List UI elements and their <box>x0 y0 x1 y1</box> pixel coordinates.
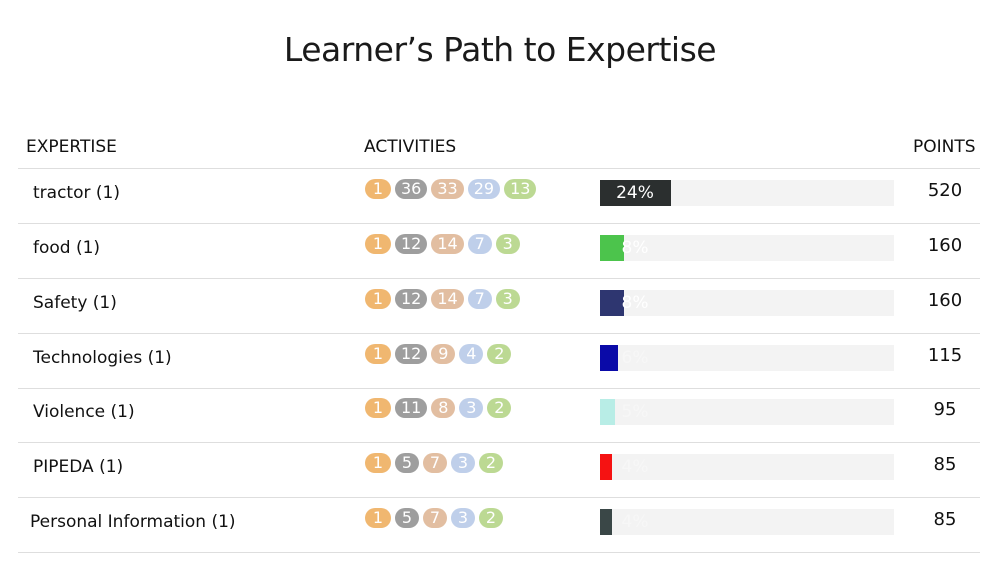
progress-percent: 5% <box>621 402 649 422</box>
activity-count-badge: 33 <box>431 179 464 199</box>
header-expertise: EXPERTISE <box>26 137 117 157</box>
activity-count-badge: 8 <box>431 398 456 418</box>
activity-count-badge: 3 <box>495 289 520 309</box>
points-value: 95 <box>933 399 957 420</box>
activity-count-badge: 7 <box>423 508 447 528</box>
progress-bar-fill <box>600 180 671 206</box>
table-row[interactable]: PIPEDA (1) 1 5 7 3 2 4% 85 <box>0 442 1000 497</box>
points-value: 115 <box>927 345 963 366</box>
activity-count-badge: 7 <box>423 453 447 473</box>
activity-count-badge: 14 <box>431 234 464 254</box>
progress-bar: 24% <box>600 180 894 206</box>
table-row[interactable]: Technologies (1) 1 12 9 4 2 6% 115 <box>0 333 1000 388</box>
row-divider <box>18 168 980 169</box>
header-activities: ACTIVITIES <box>364 137 457 157</box>
table-row[interactable]: Safety (1) 1 12 14 7 3 8% 160 <box>0 278 1000 333</box>
activity-count-badge: 1 <box>365 234 391 254</box>
activity-count-badge: 7 <box>467 234 492 254</box>
progress-percent: 4% <box>621 512 649 532</box>
row-divider <box>18 333 980 334</box>
progress-bar: 6% <box>600 345 894 371</box>
expertise-name: Violence (1) <box>33 402 135 422</box>
progress-bar-fill <box>600 509 612 535</box>
row-divider <box>18 552 980 553</box>
table-row[interactable]: Violence (1) 1 11 8 3 2 5% 95 <box>0 387 1000 442</box>
progress-bar-fill <box>600 399 615 425</box>
table-row[interactable]: tractor (1) 1 36 33 29 13 24% 520 <box>0 168 1000 223</box>
page-title: Learner’s Path to Expertise <box>283 30 717 69</box>
activity-badges: 1 12 14 7 3 <box>365 234 520 256</box>
activity-count-badge: 36 <box>395 179 428 199</box>
progress-bar-fill <box>600 454 612 480</box>
activity-count-badge: 3 <box>495 234 520 254</box>
activity-count-badge: 13 <box>504 179 537 199</box>
progress-percent: 8% <box>621 238 649 258</box>
progress-percent: 6% <box>621 348 649 368</box>
table-row[interactable]: Personal Information (1) 1 5 7 3 2 4% 85 <box>0 497 1000 552</box>
activity-count-badge: 2 <box>487 398 512 418</box>
activity-count-badge: 1 <box>365 453 391 473</box>
row-divider <box>18 278 980 279</box>
activity-badges: 1 11 8 3 2 <box>365 398 512 420</box>
activity-count-badge: 5 <box>395 508 419 528</box>
activity-badges: 1 36 33 29 13 <box>365 179 537 201</box>
progress-percent: 24% <box>616 183 654 203</box>
expertise-name: PIPEDA (1) <box>33 457 124 477</box>
activity-count-badge: 7 <box>467 289 492 309</box>
activity-count-badge: 11 <box>395 398 428 418</box>
activity-count-badge: 12 <box>395 344 428 364</box>
progress-bar-fill <box>600 235 624 261</box>
table-row[interactable]: food (1) 1 12 14 7 3 8% 160 <box>0 223 1000 278</box>
expertise-name: Personal Information (1) <box>30 512 236 532</box>
activity-count-badge: 12 <box>395 234 428 254</box>
activity-count-badge: 1 <box>365 508 391 528</box>
activity-count-badge: 1 <box>365 398 391 418</box>
expertise-name: Technologies (1) <box>33 348 172 368</box>
progress-percent: 8% <box>621 293 649 313</box>
activity-count-badge: 29 <box>467 179 501 199</box>
row-divider <box>18 388 980 389</box>
activity-count-badge: 12 <box>395 289 428 309</box>
progress-bar: 4% <box>600 509 894 535</box>
progress-bar: 5% <box>600 399 894 425</box>
header-points: POINTS <box>913 137 976 157</box>
activity-count-badge: 4 <box>459 344 484 364</box>
activity-count-badge: 3 <box>451 508 475 528</box>
progress-bar-fill <box>600 345 618 371</box>
activity-count-badge: 1 <box>365 289 391 309</box>
points-value: 85 <box>933 509 957 530</box>
activity-badges: 1 12 14 7 3 <box>365 289 520 311</box>
activity-count-badge: 1 <box>365 179 391 199</box>
activity-badges: 1 12 9 4 2 <box>365 344 512 366</box>
progress-bar: 8% <box>600 235 894 261</box>
activity-count-badge: 9 <box>431 344 456 364</box>
expertise-name: food (1) <box>33 238 101 258</box>
row-divider <box>18 442 980 443</box>
row-divider <box>18 497 980 498</box>
expertise-name: tractor (1) <box>33 183 120 203</box>
row-divider <box>18 223 980 224</box>
activity-count-badge: 1 <box>365 344 391 364</box>
activity-count-badge: 3 <box>451 453 475 473</box>
points-value: 160 <box>927 235 963 256</box>
progress-percent: 4% <box>621 457 649 477</box>
activity-count-badge: 14 <box>431 289 464 309</box>
progress-bar: 8% <box>600 290 894 316</box>
activity-count-badge: 2 <box>479 453 503 473</box>
points-value: 520 <box>927 180 963 201</box>
points-value: 85 <box>933 454 957 475</box>
activity-count-badge: 3 <box>459 398 484 418</box>
progress-bar: 4% <box>600 454 894 480</box>
progress-bar-fill <box>600 290 624 316</box>
activity-count-badge: 2 <box>479 508 503 528</box>
points-value: 160 <box>927 290 963 311</box>
activity-count-badge: 5 <box>395 453 419 473</box>
activity-count-badge: 2 <box>487 344 512 364</box>
expertise-name: Safety (1) <box>33 293 117 313</box>
